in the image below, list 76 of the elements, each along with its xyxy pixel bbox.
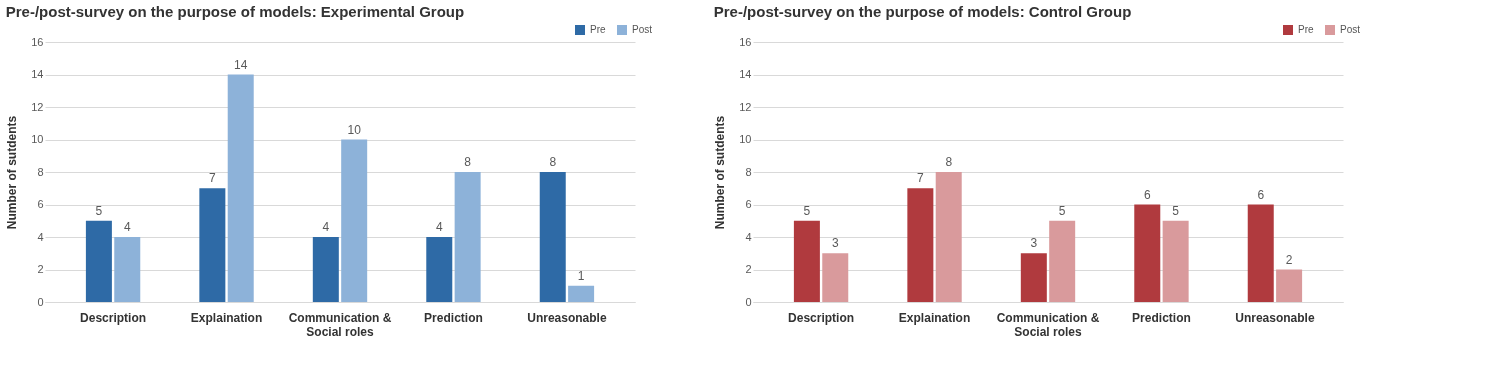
y-tick-label: 16 <box>739 35 752 48</box>
x-tick-label: Communication & Social roles <box>996 310 1100 339</box>
data-label: 5 <box>803 203 811 218</box>
bar <box>199 188 226 302</box>
bar <box>341 139 368 302</box>
bar <box>539 172 566 302</box>
bar <box>114 237 141 302</box>
data-label: 8 <box>464 155 472 169</box>
x-tick-label: Description <box>80 310 147 325</box>
chart-title: Pre-/post-survey on the purpose of models: Control Group <box>713 3 1132 20</box>
x-tick-label: Communication & Social roles <box>288 310 392 339</box>
y-tick-label: 8 <box>745 165 752 178</box>
y-tick-label: 6 <box>37 198 44 210</box>
data-label: 5 <box>95 203 103 218</box>
y-tick-label: 10 <box>31 133 44 145</box>
x-tick-label: Description <box>788 310 855 325</box>
bar <box>454 172 481 302</box>
bar <box>1162 220 1189 302</box>
bar <box>85 220 112 302</box>
legend-label: Pre <box>1298 24 1314 35</box>
y-tick-label: 2 <box>745 263 752 275</box>
y-tick-label: 6 <box>745 198 752 210</box>
y-tick-label: 0 <box>37 295 44 308</box>
bar <box>312 237 339 302</box>
y-tick-label: 10 <box>739 133 752 145</box>
data-label: 7 <box>917 171 925 186</box>
y-tick-label: 12 <box>739 100 752 113</box>
legend-label: Post <box>632 24 653 35</box>
x-tick-label: Unreasonable <box>527 310 607 325</box>
data-label: 6 <box>1143 187 1151 202</box>
y-tick-label: 4 <box>745 230 752 243</box>
y-tick-label: 4 <box>37 230 44 243</box>
bar <box>1247 204 1274 302</box>
legend-label: Post <box>1340 24 1361 35</box>
x-tick-label: Explaination <box>898 310 971 325</box>
x-tick-label: Prediction <box>424 310 483 325</box>
data-label: 5 <box>1058 203 1066 218</box>
y-tick-label: 0 <box>745 295 752 308</box>
data-label: 1 <box>577 268 585 283</box>
x-tick-label: Unreasonable <box>1235 310 1315 325</box>
bar <box>935 172 962 302</box>
data-label: 2 <box>1285 252 1293 267</box>
bar <box>822 253 849 302</box>
bar <box>793 220 820 302</box>
data-label: 7 <box>209 171 217 186</box>
bar <box>426 237 453 302</box>
data-label: 3 <box>1030 236 1038 251</box>
bar <box>1276 269 1303 302</box>
y-tick-label: 14 <box>739 68 752 80</box>
data-label: 4 <box>322 220 330 234</box>
y-axis-title: Number of sutdents <box>713 115 728 230</box>
bar <box>568 285 595 302</box>
bar <box>1020 253 1047 302</box>
x-tick-label: Explaination <box>190 310 263 325</box>
x-tick-label: Prediction <box>1132 310 1191 325</box>
chart-title: Pre-/post-survey on the purpose of models: Experimental Group <box>5 3 465 20</box>
y-tick-label: 12 <box>31 100 44 113</box>
bar <box>1049 220 1076 302</box>
y-tick-label: 2 <box>37 263 44 275</box>
y-tick-label: 14 <box>31 68 44 80</box>
legend-label: Pre <box>590 24 606 35</box>
bar <box>1134 204 1161 302</box>
data-label: 10 <box>347 122 362 137</box>
y-tick-label: 8 <box>37 165 44 178</box>
data-label: 3 <box>831 236 839 251</box>
bar <box>227 74 254 302</box>
data-label: 8 <box>945 155 953 169</box>
data-label: 5 <box>1172 203 1180 218</box>
data-label: 14 <box>234 57 248 72</box>
y-axis-title: Number of sutdents <box>5 115 20 230</box>
y-tick-label: 16 <box>31 35 44 48</box>
data-label: 6 <box>1257 187 1265 202</box>
bar <box>907 188 934 302</box>
data-label: 4 <box>435 220 443 234</box>
data-label: 4 <box>123 220 131 234</box>
data-label: 8 <box>549 155 557 169</box>
